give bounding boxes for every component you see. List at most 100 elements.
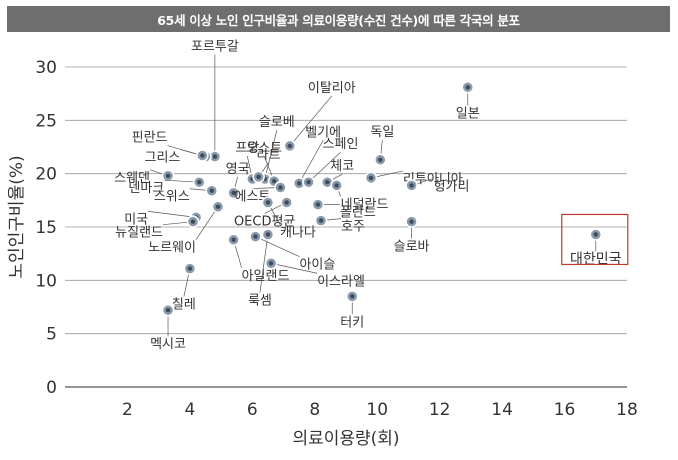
- y-tick-label: 15: [35, 218, 57, 238]
- point-marker-center: [165, 173, 171, 178]
- x-tick-label: 8: [309, 400, 320, 420]
- data-point: 스페인: [302, 137, 358, 189]
- x-tick-label: 18: [616, 400, 638, 420]
- point-label: 스웨덴: [114, 171, 150, 186]
- data-point: 슬로바: [394, 215, 430, 255]
- point-marker-center: [287, 143, 292, 149]
- point-label: 멕시코: [150, 337, 186, 352]
- point-label: 아이슬: [299, 258, 335, 273]
- point-marker-center: [315, 202, 321, 207]
- point-label: 이스라엘: [317, 274, 365, 289]
- leader-line: [195, 206, 219, 240]
- point-label: 벨기에: [305, 125, 341, 140]
- point-label: 호주: [341, 220, 365, 235]
- data-point: 아이슬: [249, 230, 335, 273]
- data-point: 에스토: [234, 181, 287, 205]
- point-marker-center: [165, 308, 171, 313]
- data-point: 스웨덴: [114, 169, 175, 186]
- chart-title-bar: 65세 이상 노인 인구비율과 의료이용량(수진 건수)에 따른 각국의 분포: [7, 6, 670, 32]
- point-marker-center: [212, 154, 218, 159]
- data-point: 체코: [321, 159, 354, 189]
- point-label: 라트: [257, 148, 281, 163]
- point-marker-center: [215, 204, 221, 209]
- point-marker-center: [265, 200, 271, 205]
- point-marker-center: [409, 183, 414, 188]
- chart-title: 65세 이상 노인 인구비율과 의료이용량(수진 건수)에 따른 각국의 분포: [157, 12, 520, 28]
- point-marker-center: [318, 218, 324, 223]
- point-label: 폴란드: [340, 206, 376, 221]
- highlight-box: [561, 213, 629, 266]
- data-point: 일본: [456, 81, 480, 121]
- data-point: 영국: [226, 162, 250, 200]
- data-point: 덴마크: [128, 175, 206, 196]
- point-label: 슬로베: [259, 115, 295, 130]
- point-label: 에스토: [234, 190, 270, 205]
- data-point: 멕시코: [150, 303, 186, 352]
- point-label: 칠레: [172, 298, 196, 313]
- leader-line: [289, 95, 333, 147]
- point-marker-center: [231, 190, 236, 196]
- leader-line: [270, 262, 318, 274]
- point-marker-center: [378, 157, 383, 162]
- point-marker-center: [209, 188, 214, 193]
- point-marker-center: [325, 180, 330, 185]
- point-label: 일본: [456, 106, 480, 121]
- data-point: 이탈리아: [283, 81, 356, 153]
- point-marker-center: [197, 180, 202, 185]
- data-point: 캐나다: [261, 196, 316, 240]
- x-axis-title: 의료이용량(회): [292, 429, 399, 449]
- point-label: 독일: [370, 125, 394, 140]
- point-label: 프랑: [235, 141, 259, 156]
- y-tick-label: 30: [35, 58, 57, 78]
- point-label: 아일랜드: [242, 269, 290, 284]
- data-point: 룩셈: [248, 228, 275, 308]
- point-label: 핀란드: [132, 131, 168, 146]
- data-point: 터키: [340, 290, 364, 330]
- data-point: 라트: [252, 148, 281, 184]
- point-marker-center: [231, 237, 236, 242]
- point-label: OECD평균: [234, 214, 295, 229]
- point-marker-center: [306, 180, 311, 185]
- data-point: 노르웨이: [148, 200, 225, 256]
- y-tick-label: 20: [35, 165, 57, 185]
- leader-line: [308, 151, 341, 183]
- y-axis-title: 노인인구비율(%): [7, 155, 27, 278]
- data-point: 폴란드: [311, 198, 376, 221]
- point-marker-center: [200, 153, 205, 158]
- data-point: 스위스: [154, 184, 218, 205]
- point-label: 미국: [124, 212, 148, 227]
- y-tick-label: 25: [35, 111, 57, 131]
- point-marker-center: [190, 219, 196, 224]
- point-label: 스위스: [154, 190, 190, 205]
- point-label: 터키: [340, 315, 364, 330]
- data-point: 그리스: [144, 149, 209, 166]
- leader-line: [259, 234, 269, 293]
- point-marker-center: [253, 234, 258, 239]
- point-label: 영국: [226, 162, 250, 177]
- x-tick-label: 16: [554, 400, 576, 420]
- point-label: 체코: [330, 159, 354, 174]
- leader-line: [298, 140, 324, 184]
- point-marker-center: [265, 232, 271, 237]
- point-marker-center: [296, 181, 302, 186]
- point-marker-center: [271, 178, 277, 184]
- point-marker-center: [334, 183, 339, 188]
- point-label: 네덜란드: [341, 197, 389, 212]
- point-marker-center: [268, 261, 274, 266]
- point-marker-center: [593, 232, 598, 237]
- data-point: 독일: [370, 125, 394, 167]
- point-label: 포르투갈: [191, 40, 239, 55]
- point-label: 덴마크: [128, 181, 164, 196]
- data-point: OECD평균: [234, 196, 295, 229]
- data-point: 네덜란드: [330, 179, 389, 212]
- point-marker-center: [187, 266, 193, 271]
- data-point: 벨기에: [292, 125, 341, 190]
- data-point: 호주: [314, 214, 365, 235]
- leader-line: [148, 211, 197, 218]
- point-label: 오스트: [246, 141, 282, 156]
- point-label: 대한민국: [570, 251, 622, 267]
- x-tick-label: 14: [491, 400, 513, 420]
- x-tick-label: 2: [122, 400, 133, 420]
- point-label: 헝가리: [434, 179, 470, 194]
